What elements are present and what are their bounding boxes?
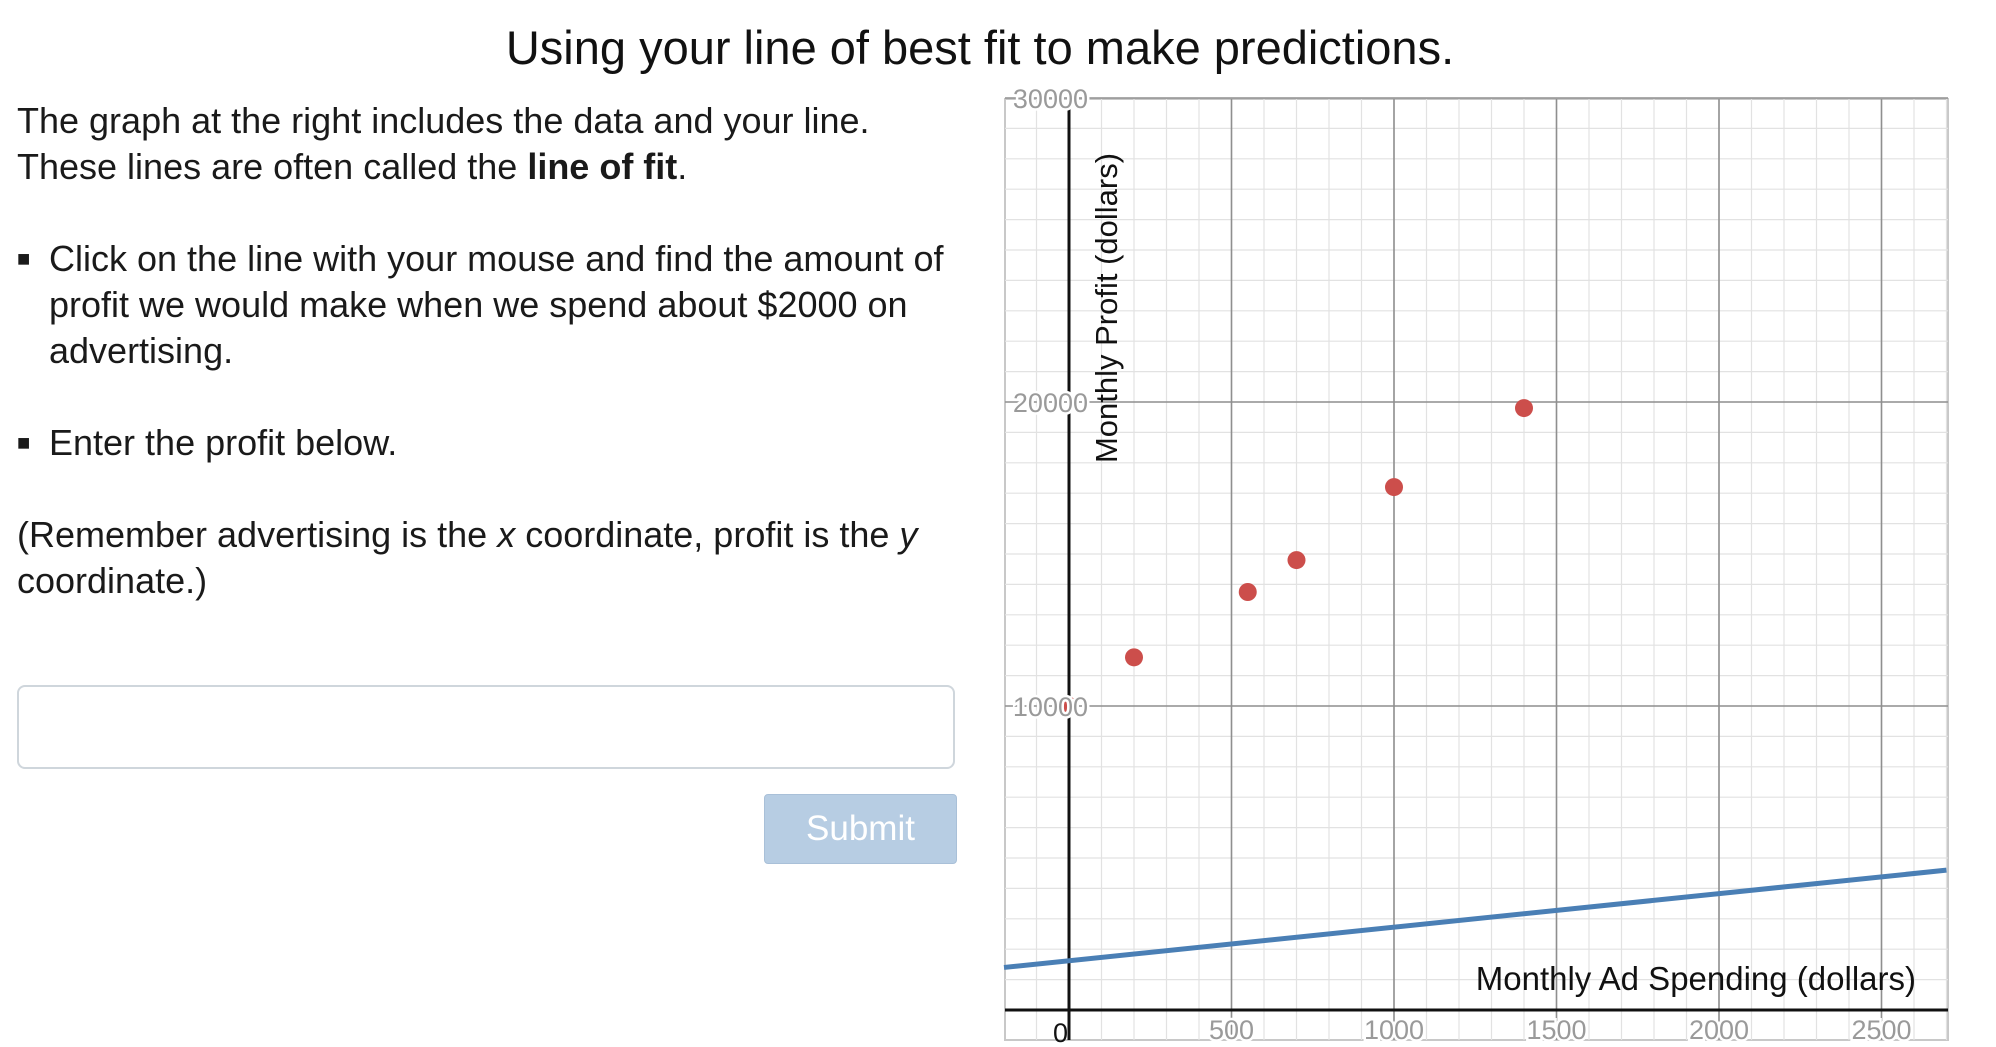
major-grid [1005,97,1948,1040]
fit-line-group[interactable] [1003,867,1947,970]
data-point [1515,399,1533,418]
page-title: Using your line of best fit to make pred… [505,21,1455,74]
data-point [1238,583,1257,601]
x-tick-label: 1500 [1526,1015,1586,1045]
data-points [1060,399,1533,715]
x-tick-label: 2500 [1851,1015,1911,1045]
data-point [1060,697,1078,715]
axes [1005,99,1948,1040]
data-point [1287,551,1306,570]
note-y: y [899,514,918,555]
bullet-item-enter-profit: ■ Enter the profit below. [17,420,967,466]
data-point [1385,478,1403,497]
x-tick-label: 2000 [1689,1015,1749,1045]
note-prefix: (Remember advertising is the [17,514,498,555]
intro-line-2-prefix: These lines are often called the [17,146,528,187]
note-mid: coordinate, profit is the [515,514,900,555]
bullet-icon: ■ [17,246,31,271]
x-tick-label: 1000 [1364,1015,1424,1045]
tick-labels: 500 1000 1500 2000 2500 10000 20000 30000 0 [1010,82,1914,1047]
intro-line-2-suffix: . [677,146,688,187]
bullet-icon: ■ [17,430,31,455]
x-tick-label: 500 [1209,1015,1254,1045]
y-tick-label: 30000 [1013,84,1088,114]
note-x: x [497,514,516,555]
origin-label: 0 [1053,1018,1068,1047]
intro-line-1: The graph at the right includes the data… [17,100,870,141]
bullet-text: Enter the profit below. [49,422,398,463]
chart-frame [1004,98,1949,1041]
y-tick-label: 10000 [1013,692,1088,722]
data-point [1125,648,1143,667]
x-axis-label: Monthly Ad Spending (dollars) [1476,960,1916,997]
note-suffix: coordinate.) [17,560,208,601]
y-tick-label: 20000 [1013,388,1088,418]
line-of-fit[interactable] [1003,867,1947,970]
bullet-item-click-line: ■ Click on the line with your mouse and f… [17,236,967,374]
intro-line-2: These lines are often called the line of… [17,144,967,190]
coordinate-note: (Remember advertising is the x coordinat… [17,512,967,604]
y-axis-label: Monthly Profit (dollars) [1089,153,1124,463]
instructions: The graph at the right includes the data… [17,98,967,604]
profit-answer-input[interactable] [17,685,955,769]
bullet-text: Click on the line with your mouse and fi… [49,238,944,371]
submit-button[interactable]: Submit [764,794,957,864]
line-of-fit-term: line of fit [527,146,678,187]
